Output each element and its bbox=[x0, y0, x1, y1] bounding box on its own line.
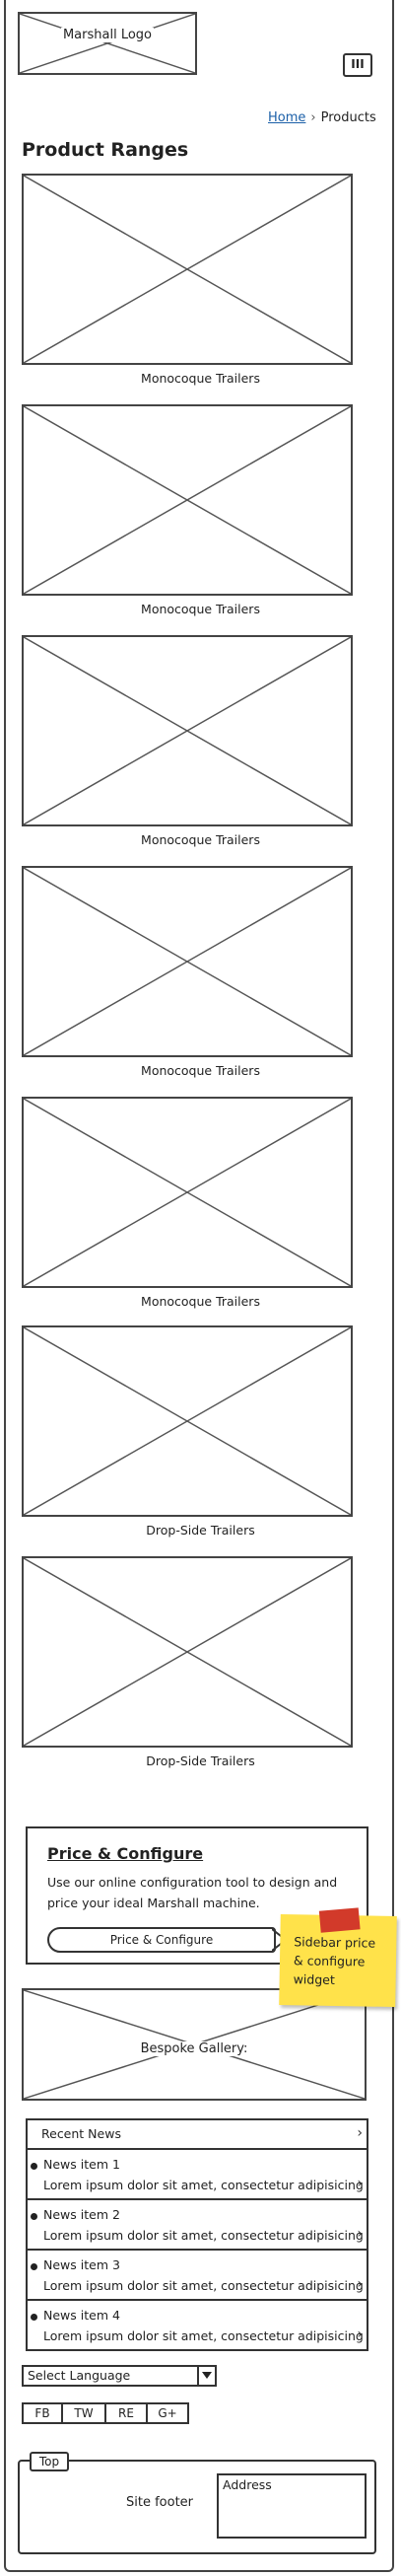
product-caption[interactable]: Drop-Side Trailers bbox=[146, 1523, 255, 1538]
bullet-icon bbox=[31, 2163, 37, 2170]
price-configure-title[interactable]: Price & Configure bbox=[47, 1844, 204, 1863]
bullet-icon bbox=[31, 2314, 37, 2321]
site-footer: Top Site footer Address bbox=[18, 2452, 376, 2554]
news-item-text: Lorem ipsum dolor sit amet, consectetur … bbox=[43, 2328, 364, 2343]
product-image[interactable] bbox=[22, 1325, 353, 1517]
chevron-right-icon: › bbox=[357, 2226, 363, 2242]
product-caption[interactable]: Monocoque Trailers bbox=[141, 1063, 260, 1078]
logo-label: Marshall Logo bbox=[60, 28, 155, 42]
product-image[interactable] bbox=[22, 1556, 353, 1748]
social-button[interactable]: TW bbox=[61, 2402, 106, 2424]
news-item-title: News item 3 bbox=[43, 2257, 120, 2272]
bullet-icon bbox=[31, 2263, 37, 2270]
logo-cross bbox=[20, 14, 195, 73]
news-item-title: News item 2 bbox=[43, 2207, 120, 2222]
image-placeholder-cross bbox=[24, 1099, 351, 1286]
product-image[interactable] bbox=[22, 635, 353, 826]
dropdown-arrow-icon[interactable] bbox=[197, 2367, 215, 2385]
news-item-text: Lorem ipsum dolor sit amet, consectetur … bbox=[43, 2228, 364, 2243]
news-item[interactable]: News item 2 Lorem ipsum dolor sit amet, c… bbox=[28, 2200, 367, 2251]
product-caption[interactable]: Monocoque Trailers bbox=[141, 602, 260, 616]
news-item[interactable]: News item 4 Lorem ipsum dolor sit amet, c… bbox=[28, 2301, 367, 2351]
language-select[interactable]: Select Language bbox=[22, 2365, 217, 2387]
product-caption[interactable]: Monocoque Trailers bbox=[141, 1294, 260, 1309]
news-heading: Recent News bbox=[41, 2126, 121, 2141]
page-frame bbox=[4, 0, 394, 2572]
sticky-note-text: Sidebar price & configure widget bbox=[293, 1934, 376, 1987]
chevron-right-icon: › bbox=[357, 2276, 363, 2292]
recent-news-widget: Recent News › News item 1 Lorem ipsum dol… bbox=[26, 2118, 368, 2351]
news-header[interactable]: Recent News › bbox=[28, 2120, 367, 2150]
social-buttons: FB TW RE G+ bbox=[22, 2402, 189, 2424]
price-configure-button[interactable]: Price & Configure bbox=[47, 1927, 276, 1953]
bullet-icon bbox=[31, 2213, 37, 2220]
social-button[interactable]: RE bbox=[104, 2402, 148, 2424]
news-item-text: Lorem ipsum dolor sit amet, consectetur … bbox=[43, 2178, 364, 2192]
news-item[interactable]: News item 1 Lorem ipsum dolor sit amet, c… bbox=[28, 2150, 367, 2200]
price-configure-panel: Price & Configure Use our online configu… bbox=[26, 1826, 368, 1965]
image-placeholder-cross bbox=[24, 1327, 351, 1515]
gallery-label: Bespoke Gallery: bbox=[138, 2041, 250, 2056]
page-title: Product Ranges bbox=[22, 139, 189, 161]
social-button[interactable]: FB bbox=[22, 2402, 63, 2424]
footer-text: Site footer bbox=[126, 2495, 194, 2510]
product-caption[interactable]: Monocoque Trailers bbox=[141, 832, 260, 847]
bespoke-gallery[interactable]: Bespoke Gallery: bbox=[22, 1988, 367, 2101]
product-image[interactable] bbox=[22, 174, 353, 365]
chevron-right-icon: › bbox=[357, 2125, 363, 2141]
chevron-right-icon: › bbox=[357, 2176, 363, 2191]
product-caption[interactable]: Drop-Side Trailers bbox=[146, 1753, 255, 1768]
image-placeholder-cross bbox=[24, 176, 351, 363]
price-configure-text: Use our online configuration tool to des… bbox=[47, 1875, 338, 1910]
chevron-right-icon: › bbox=[357, 2326, 363, 2342]
tape-icon bbox=[318, 1907, 361, 1933]
breadcrumb-separator-icon: › bbox=[310, 110, 316, 125]
hamburger-menu-icon[interactable]: III bbox=[343, 53, 372, 77]
image-placeholder-cross bbox=[24, 1558, 351, 1746]
address-label: Address bbox=[223, 2477, 272, 2492]
logo-placeholder[interactable]: Marshall Logo bbox=[18, 12, 197, 75]
sticky-note: Sidebar price & configure widget bbox=[279, 1907, 397, 2008]
news-item-text: Lorem ipsum dolor sit amet, consectetur … bbox=[43, 2278, 364, 2293]
product-image[interactable] bbox=[22, 404, 353, 596]
news-item-title: News item 1 bbox=[43, 2157, 120, 2172]
image-placeholder-cross bbox=[24, 868, 351, 1055]
image-placeholder-cross bbox=[24, 637, 351, 824]
news-item-title: News item 4 bbox=[43, 2308, 120, 2323]
breadcrumb: Home › Products bbox=[268, 110, 376, 125]
address-box: Address bbox=[217, 2473, 367, 2539]
product-caption[interactable]: Monocoque Trailers bbox=[141, 371, 260, 386]
breadcrumb-home-link[interactable]: Home bbox=[268, 110, 306, 125]
social-button[interactable]: G+ bbox=[146, 2402, 189, 2424]
product-image[interactable] bbox=[22, 1097, 353, 1288]
breadcrumb-current: Products bbox=[320, 110, 376, 125]
news-item[interactable]: News item 3 Lorem ipsum dolor sit amet, c… bbox=[28, 2251, 367, 2301]
product-image[interactable] bbox=[22, 866, 353, 1057]
back-to-top-tab[interactable]: Top bbox=[30, 2452, 69, 2471]
language-select-value: Select Language bbox=[28, 2368, 131, 2383]
image-placeholder-cross bbox=[24, 406, 351, 594]
